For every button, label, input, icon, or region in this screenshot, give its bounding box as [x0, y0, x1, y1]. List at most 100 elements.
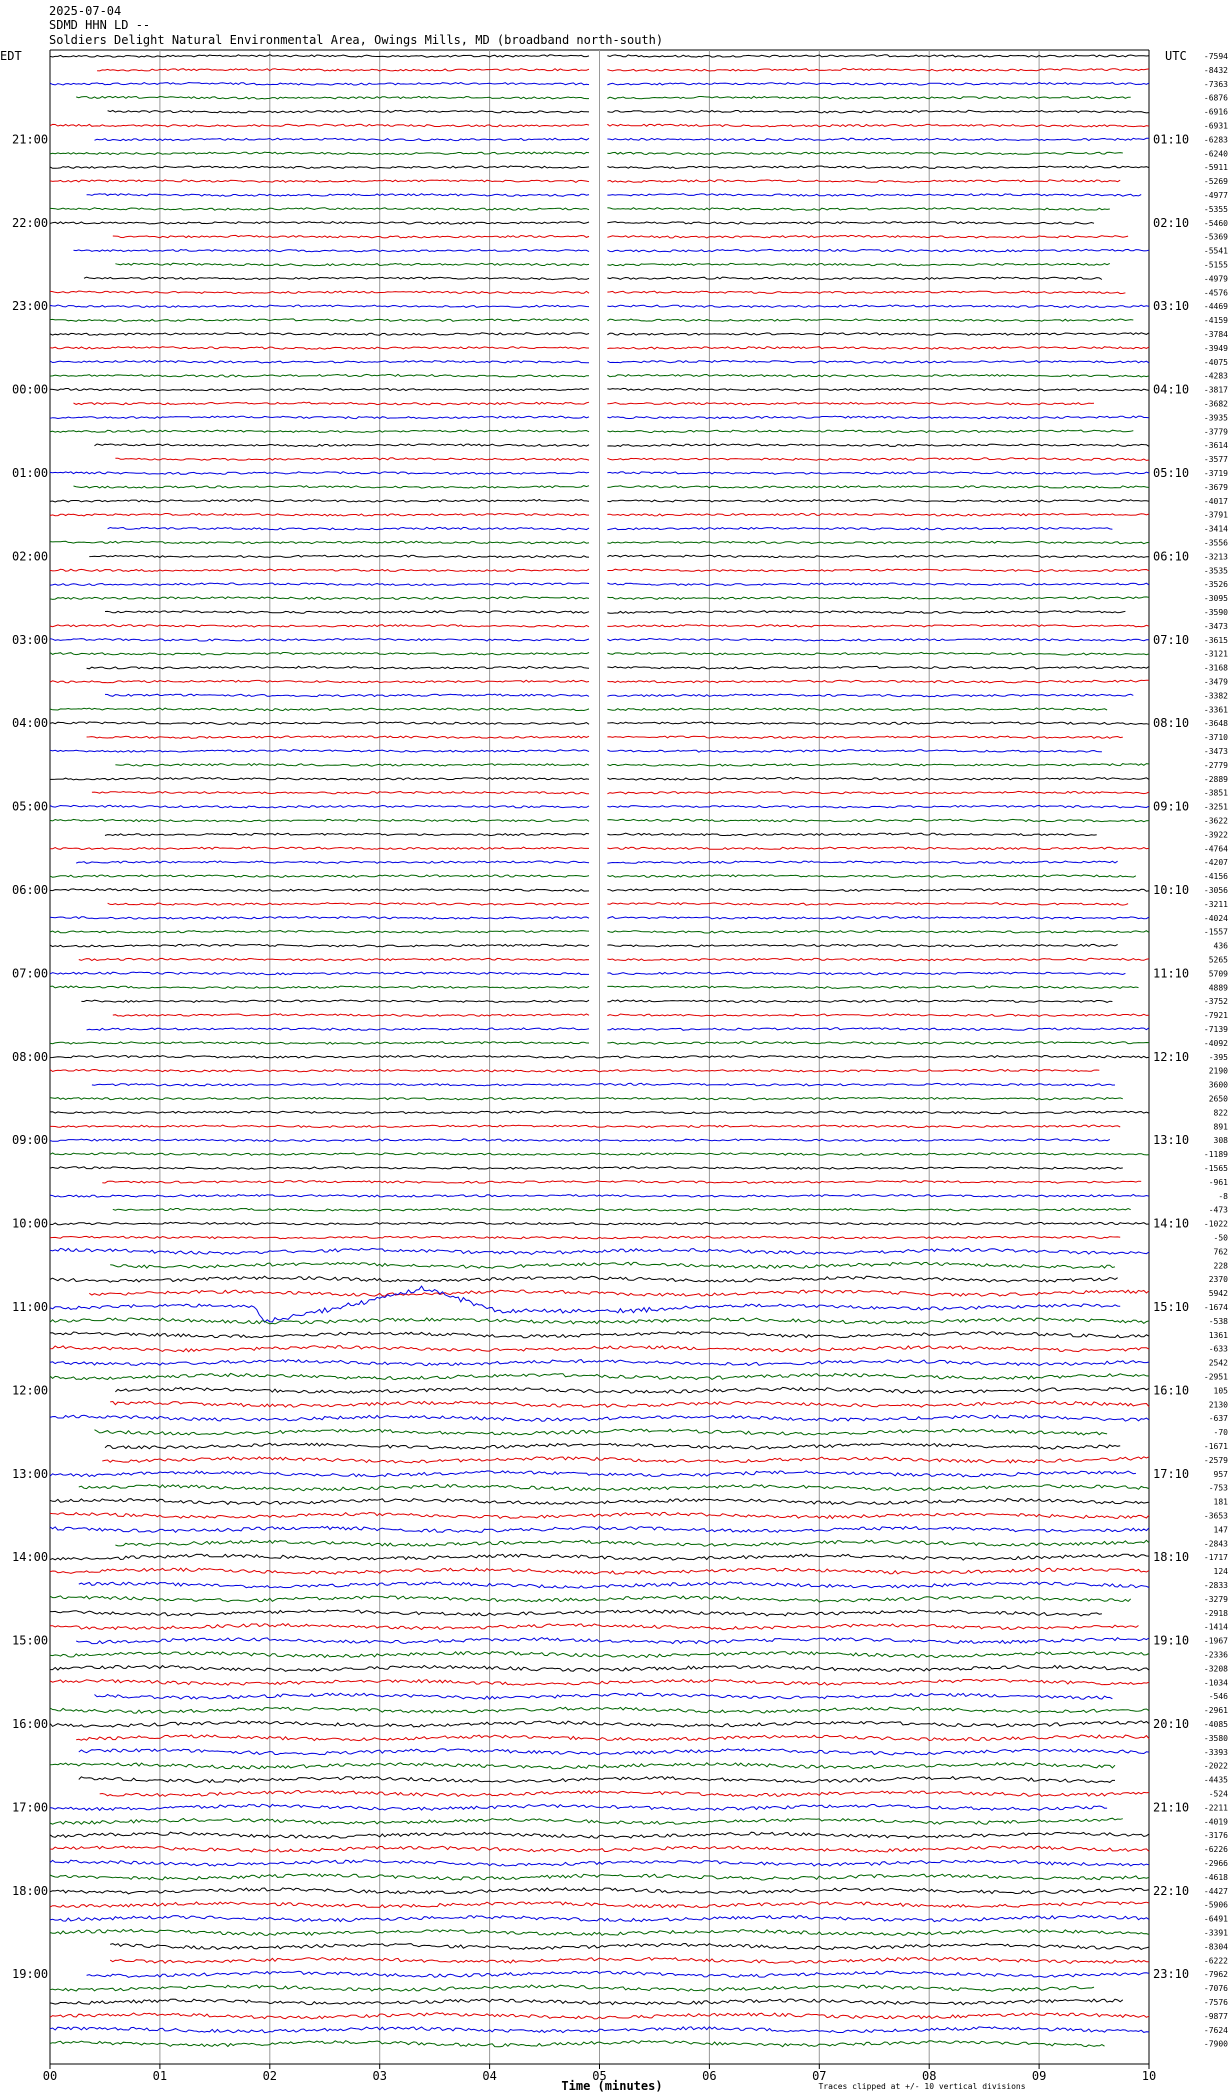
trace-offset: -2022 — [1204, 1762, 1228, 1771]
trace — [49, 1651, 1150, 1659]
trace-offset: -3719 — [1204, 469, 1228, 478]
trace-offset: -546 — [1209, 1692, 1228, 1701]
trace — [49, 1138, 1111, 1143]
trace — [49, 1720, 1150, 1728]
x-tick-label: 01 — [153, 2069, 167, 2083]
right-time: 04:10 — [1153, 383, 1189, 397]
trace — [607, 485, 1150, 489]
trace — [49, 1859, 1150, 1867]
trace — [73, 248, 590, 253]
trace-offset: -473 — [1209, 1206, 1228, 1215]
trace-offset: -5460 — [1204, 219, 1228, 228]
trace — [107, 109, 590, 114]
trace-offset: -5911 — [1204, 163, 1228, 172]
trace — [76, 1637, 1150, 1645]
trace-offset: -5906 — [1204, 1901, 1228, 1910]
trace — [607, 137, 1149, 142]
trace — [607, 68, 1150, 72]
trace — [607, 818, 1150, 823]
trace-offset: -395 — [1209, 1053, 1228, 1062]
trace — [91, 1082, 1116, 1087]
trace — [607, 1027, 1150, 1031]
trace — [49, 1998, 1124, 2006]
chart-title: Soldiers Delight Natural Environmental A… — [49, 33, 663, 47]
right-time: 13:10 — [1153, 1133, 1189, 1147]
trace — [607, 888, 1150, 892]
trace-offset: -3279 — [1204, 1595, 1228, 1604]
trace-offset: -2779 — [1204, 761, 1228, 770]
trace — [607, 568, 1150, 573]
trace — [607, 387, 1150, 392]
right-time: 02:10 — [1153, 216, 1189, 230]
trace-offset: 105 — [1214, 1386, 1229, 1395]
right-time: 16:10 — [1153, 1383, 1189, 1397]
trace — [49, 1901, 1150, 1909]
trace — [49, 471, 590, 475]
trace — [102, 1180, 1142, 1184]
trace — [86, 1970, 1150, 1978]
trace — [97, 68, 590, 72]
left-time: 19:00 — [12, 1967, 48, 1981]
trace-offset: 822 — [1214, 1108, 1229, 1117]
trace — [607, 971, 1126, 976]
trace — [83, 276, 590, 281]
right-time: 18:10 — [1153, 1550, 1189, 1564]
trace — [99, 1789, 1150, 1798]
trace — [49, 165, 590, 169]
trace-offset: -5541 — [1204, 247, 1228, 256]
left-time: 16:00 — [12, 1717, 48, 1731]
trace-offset: 5709 — [1209, 969, 1228, 978]
trace-offset: -9877 — [1204, 2012, 1228, 2021]
trace — [110, 1261, 1116, 1269]
trace — [49, 429, 590, 434]
trace — [607, 763, 1150, 767]
trace-offset: 124 — [1214, 1567, 1229, 1576]
trace-offset: -3176 — [1204, 1831, 1228, 1840]
trace — [112, 1207, 1131, 1212]
trace-offset: -1674 — [1204, 1303, 1228, 1312]
trace-offset: -3056 — [1204, 886, 1228, 895]
trace — [78, 1775, 1115, 1784]
trace-offset: -4024 — [1204, 914, 1228, 923]
trace — [112, 234, 590, 239]
trace — [607, 679, 1150, 684]
trace — [110, 1400, 1150, 1408]
trace-offset: -6226 — [1204, 1845, 1228, 1854]
trace-offset: -3851 — [1204, 789, 1228, 798]
x-tick-label: 04 — [482, 2069, 496, 2083]
trace — [49, 1193, 1150, 1198]
trace — [76, 860, 590, 864]
trace-offset: -3935 — [1204, 413, 1228, 422]
trace — [49, 512, 590, 517]
trace-offset: -4618 — [1204, 1873, 1228, 1882]
trace — [94, 1692, 1113, 1700]
trace-offset: -8304 — [1204, 1942, 1228, 1951]
trace-offset: -6283 — [1204, 135, 1228, 144]
trace — [607, 499, 1150, 503]
trace — [50, 1124, 1121, 1129]
trace — [49, 2012, 1150, 2020]
trace — [607, 109, 1150, 114]
trace — [86, 193, 590, 197]
right-time: 21:10 — [1153, 1800, 1189, 1814]
trace — [49, 221, 590, 225]
trace — [94, 443, 590, 448]
trace-offset: -3580 — [1204, 1734, 1228, 1743]
trace-offset: -3168 — [1204, 664, 1228, 673]
left-time: 05:00 — [12, 800, 48, 814]
trace — [50, 1664, 1150, 1672]
trace — [607, 151, 1123, 156]
trace — [49, 1285, 1121, 1323]
trace-offset: -2951 — [1204, 1373, 1228, 1382]
trace — [89, 1289, 1150, 1297]
trace-offset: -1565 — [1204, 1164, 1228, 1173]
trace-offset: -3526 — [1204, 580, 1228, 589]
trace — [49, 2040, 1105, 2048]
trace — [49, 1317, 1150, 1325]
trace-offset: -637 — [1209, 1414, 1228, 1423]
trace — [49, 207, 590, 211]
trace — [607, 776, 1150, 781]
trace — [49, 1887, 1150, 1895]
date: 2025-07-04 — [49, 4, 121, 18]
